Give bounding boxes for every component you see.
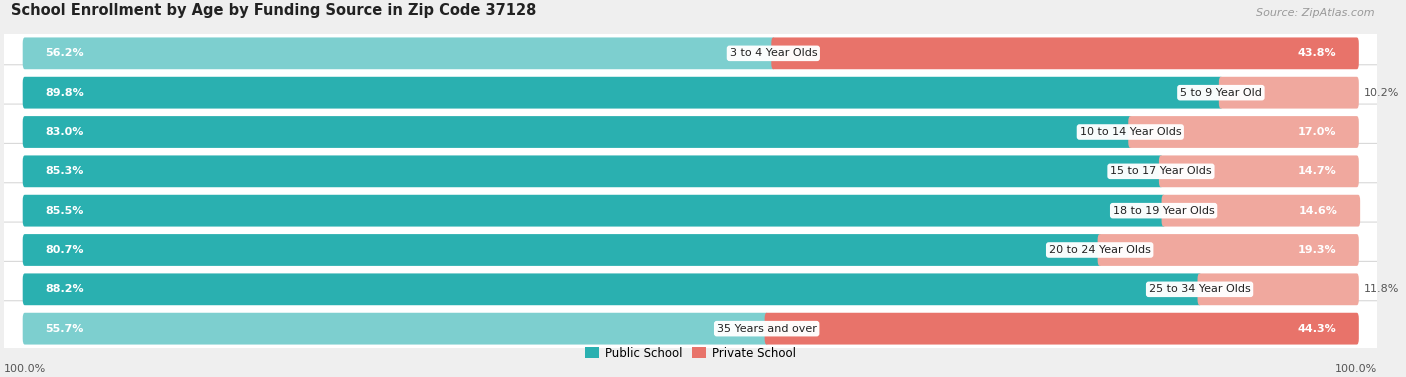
Text: 43.8%: 43.8% <box>1298 48 1336 58</box>
FancyBboxPatch shape <box>0 25 1382 81</box>
Text: 14.7%: 14.7% <box>1298 166 1336 176</box>
Text: 83.0%: 83.0% <box>45 127 84 137</box>
Text: 89.8%: 89.8% <box>45 88 84 98</box>
Text: 85.5%: 85.5% <box>45 206 84 216</box>
Text: 100.0%: 100.0% <box>4 364 46 374</box>
FancyBboxPatch shape <box>1098 234 1358 266</box>
Text: 80.7%: 80.7% <box>45 245 84 255</box>
FancyBboxPatch shape <box>0 261 1382 317</box>
Text: 11.8%: 11.8% <box>1364 284 1399 294</box>
Text: 56.2%: 56.2% <box>45 48 84 58</box>
Text: 88.2%: 88.2% <box>45 284 84 294</box>
Text: 17.0%: 17.0% <box>1298 127 1336 137</box>
Text: 10.2%: 10.2% <box>1364 88 1399 98</box>
Text: 20 to 24 Year Olds: 20 to 24 Year Olds <box>1049 245 1150 255</box>
FancyBboxPatch shape <box>0 222 1382 278</box>
Legend: Public School, Private School: Public School, Private School <box>581 342 801 365</box>
FancyBboxPatch shape <box>22 313 769 345</box>
FancyBboxPatch shape <box>0 143 1382 199</box>
FancyBboxPatch shape <box>1128 116 1358 148</box>
Text: 25 to 34 Year Olds: 25 to 34 Year Olds <box>1149 284 1250 294</box>
Text: 14.6%: 14.6% <box>1299 206 1337 216</box>
Text: 19.3%: 19.3% <box>1298 245 1336 255</box>
FancyBboxPatch shape <box>765 313 1358 345</box>
FancyBboxPatch shape <box>1159 155 1358 187</box>
FancyBboxPatch shape <box>1198 273 1358 305</box>
Text: 55.7%: 55.7% <box>45 323 84 334</box>
FancyBboxPatch shape <box>22 155 1163 187</box>
Text: 15 to 17 Year Olds: 15 to 17 Year Olds <box>1111 166 1212 176</box>
Text: Source: ZipAtlas.com: Source: ZipAtlas.com <box>1256 8 1375 18</box>
FancyBboxPatch shape <box>772 37 1358 69</box>
Text: 5 to 9 Year Old: 5 to 9 Year Old <box>1180 88 1261 98</box>
FancyBboxPatch shape <box>22 234 1102 266</box>
FancyBboxPatch shape <box>22 116 1132 148</box>
Text: 100.0%: 100.0% <box>1336 364 1378 374</box>
FancyBboxPatch shape <box>1219 77 1358 109</box>
Text: 10 to 14 Year Olds: 10 to 14 Year Olds <box>1080 127 1181 137</box>
FancyBboxPatch shape <box>0 183 1382 239</box>
FancyBboxPatch shape <box>0 301 1382 357</box>
FancyBboxPatch shape <box>22 273 1202 305</box>
FancyBboxPatch shape <box>0 104 1382 160</box>
Text: 3 to 4 Year Olds: 3 to 4 Year Olds <box>730 48 817 58</box>
FancyBboxPatch shape <box>22 37 775 69</box>
FancyBboxPatch shape <box>22 77 1223 109</box>
FancyBboxPatch shape <box>1161 195 1360 227</box>
FancyBboxPatch shape <box>0 65 1382 121</box>
Text: School Enrollment by Age by Funding Source in Zip Code 37128: School Enrollment by Age by Funding Sour… <box>11 3 537 18</box>
FancyBboxPatch shape <box>22 195 1166 227</box>
Text: 85.3%: 85.3% <box>45 166 84 176</box>
Text: 35 Years and over: 35 Years and over <box>717 323 817 334</box>
Text: 44.3%: 44.3% <box>1298 323 1336 334</box>
Text: 18 to 19 Year Olds: 18 to 19 Year Olds <box>1112 206 1215 216</box>
